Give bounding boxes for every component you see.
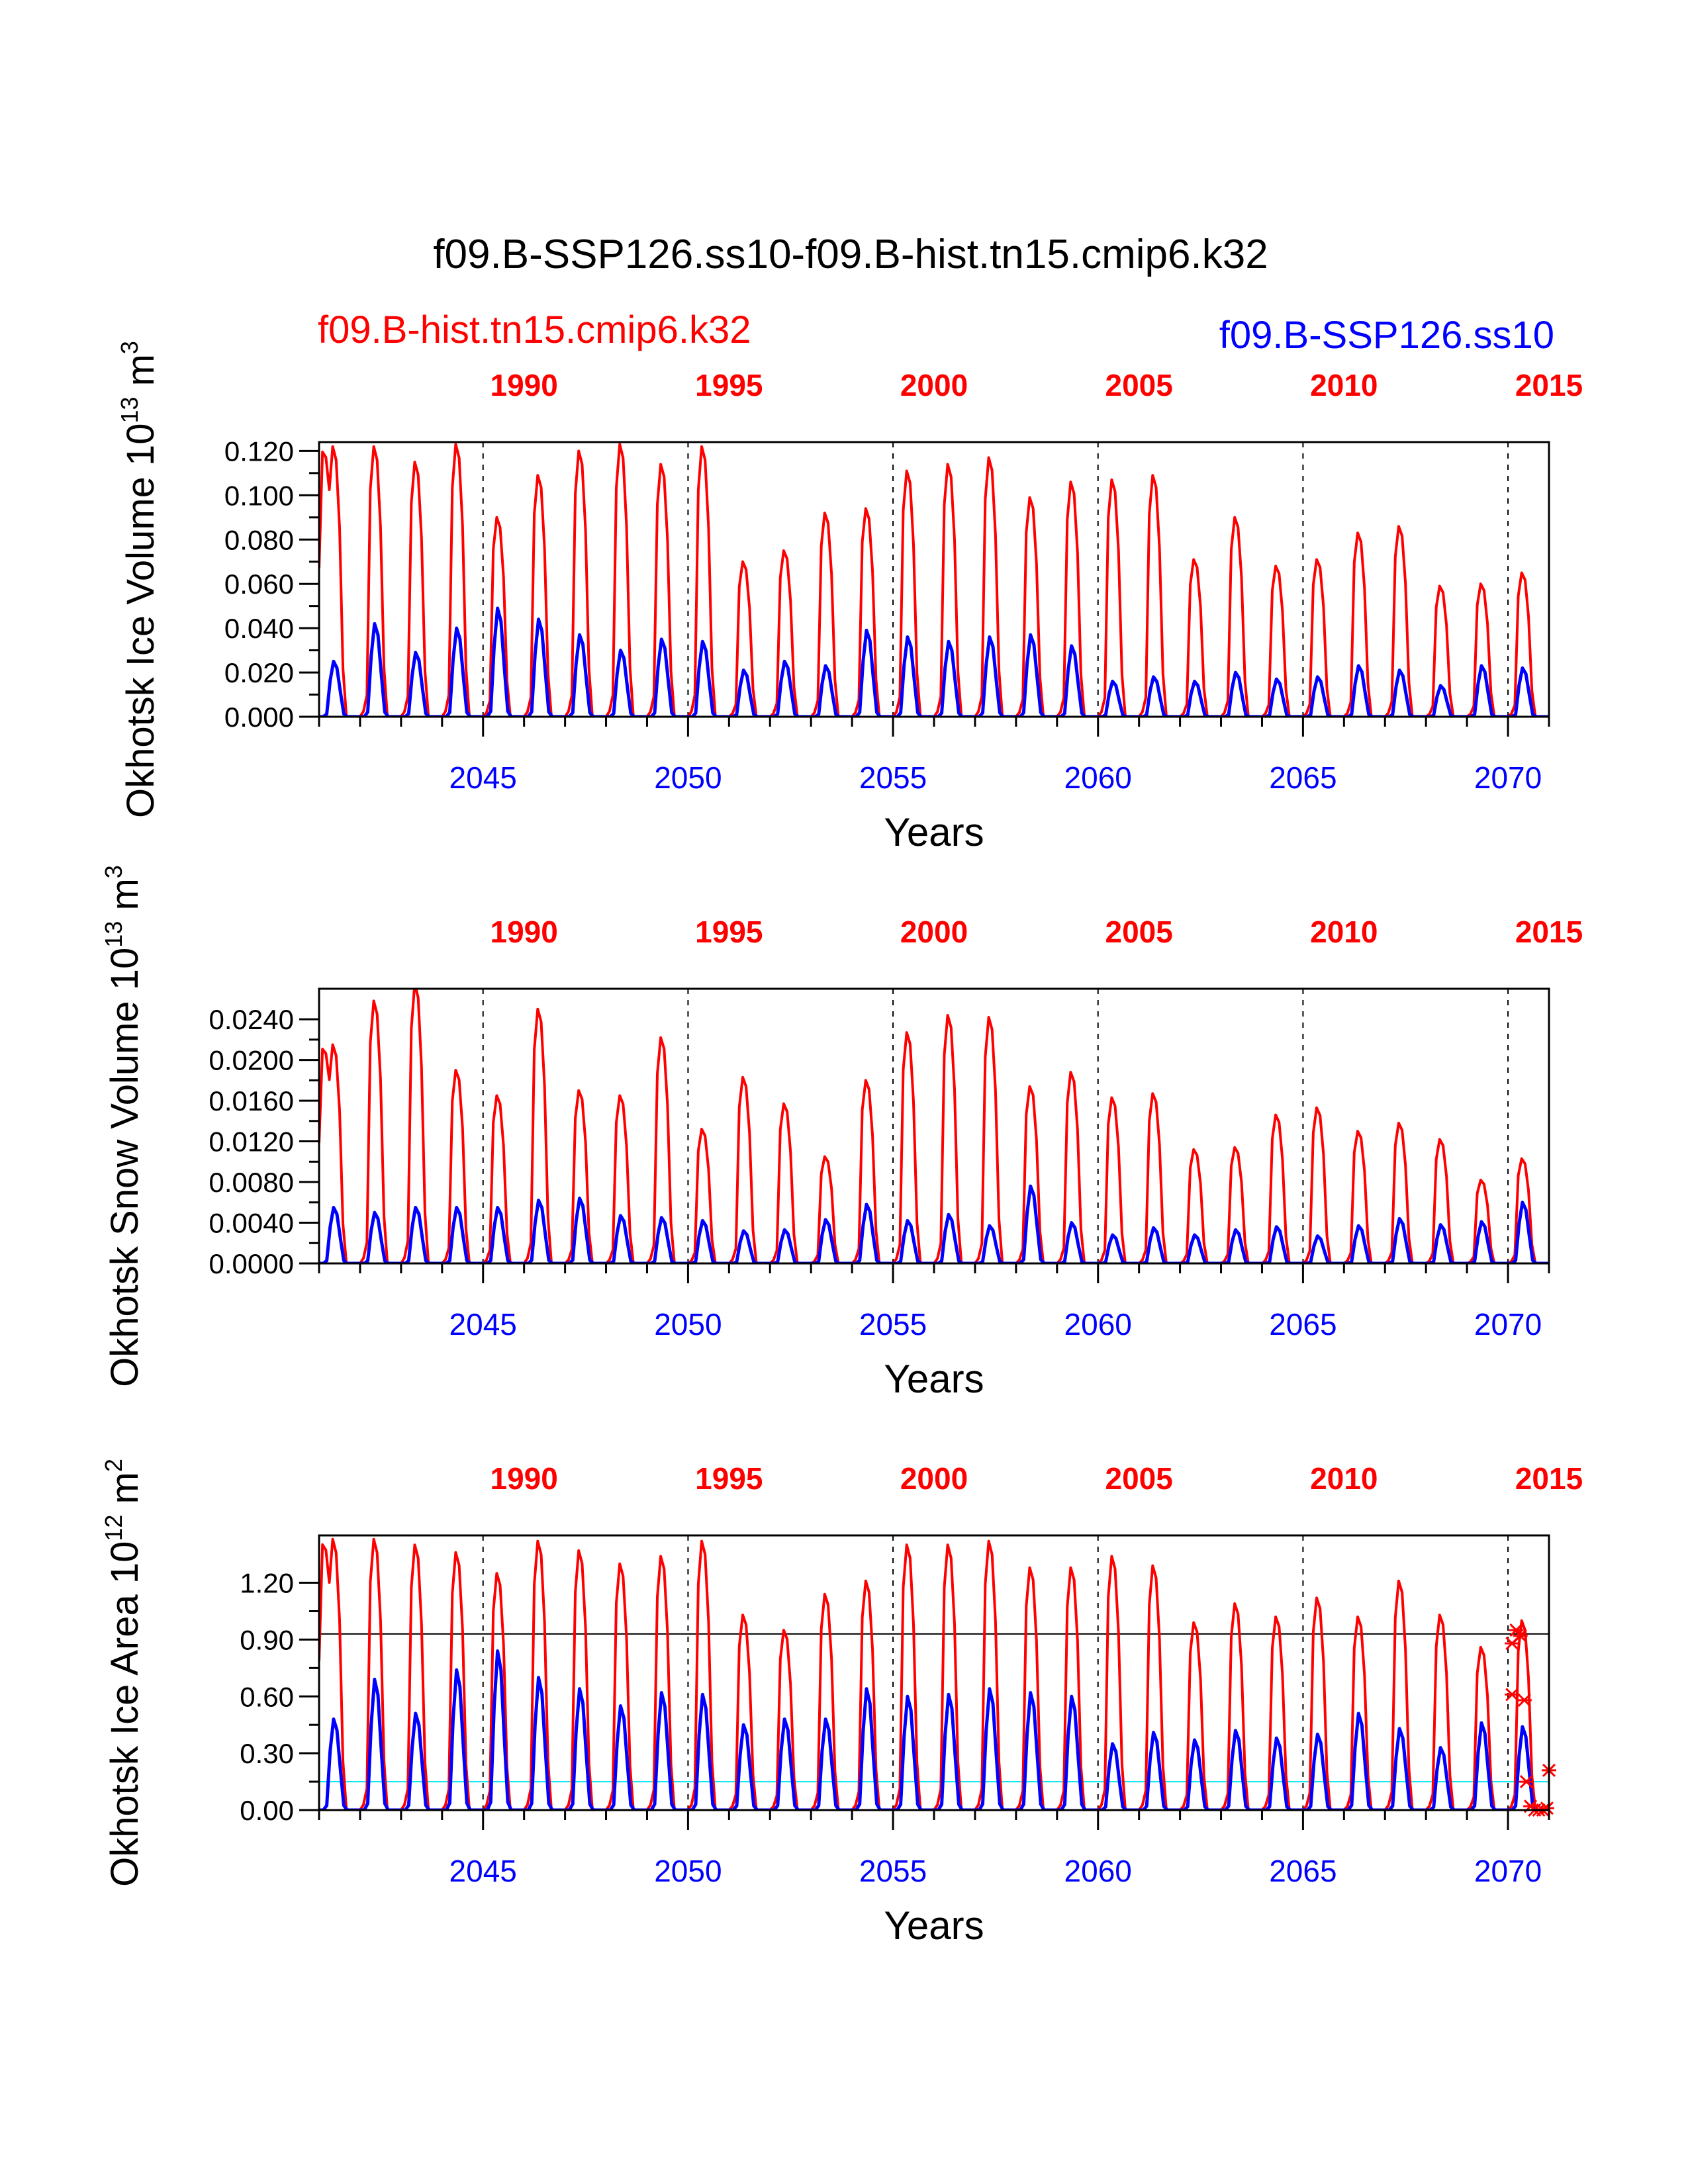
x-tick-label: 2045	[449, 1307, 517, 1342]
y-axis-label: Okhotsk Ice Area 1012 m2	[100, 1459, 146, 1887]
top-axis-label: 2005	[1105, 368, 1172, 402]
y-tick-label: 0.120	[224, 435, 294, 467]
y-tick-label: 0.0120	[209, 1126, 294, 1158]
top-axis-label: 2010	[1310, 1461, 1378, 1496]
x-tick-label: 2050	[654, 1307, 722, 1342]
x-tick-label: 2065	[1269, 1854, 1336, 1888]
top-axis-label: 2010	[1310, 368, 1378, 402]
y-tick-label: 0.0080	[209, 1167, 294, 1198]
y-axis-label: Okhotsk Snow Volume 1013 m3	[100, 865, 146, 1387]
x-tick-label: 2060	[1064, 1854, 1132, 1888]
top-axis-label: 1995	[695, 915, 763, 949]
marker-point	[1505, 1688, 1520, 1702]
x-tick-label: 2065	[1269, 760, 1336, 795]
top-axis-label: 1990	[490, 1461, 557, 1496]
y-tick-label: 0.020	[224, 657, 294, 688]
y-tick-label: 0.080	[224, 524, 294, 555]
x-tick-label: 2055	[859, 1307, 927, 1342]
x-axis-label: Years	[884, 1357, 984, 1401]
legend-hist-label: f09.B-hist.tn15.cmip6.k32	[318, 308, 751, 351]
x-tick-label: 2065	[1269, 1307, 1336, 1342]
x-tick-label: 2070	[1474, 1854, 1542, 1888]
marker-point	[1513, 1629, 1528, 1643]
y-tick-label: 0.100	[224, 480, 294, 511]
y-tick-label: 0.00	[240, 1795, 294, 1826]
y-tick-label: 0.0240	[209, 1004, 294, 1035]
y-tick-label: 0.0160	[209, 1085, 294, 1116]
x-tick-label: 2045	[449, 1854, 517, 1888]
y-tick-label: 0.60	[240, 1681, 294, 1712]
x-tick-label: 2060	[1064, 1307, 1132, 1342]
top-axis-label: 2010	[1310, 915, 1378, 949]
y-tick-label: 1.20	[240, 1568, 294, 1599]
x-tick-label: 2055	[859, 760, 927, 795]
y-tick-label: 0.0200	[209, 1045, 294, 1076]
x-tick-label: 2070	[1474, 760, 1542, 795]
x-tick-label: 2055	[859, 1854, 927, 1888]
top-axis-label: 2015	[1515, 915, 1583, 949]
top-axis-label: 2000	[900, 915, 968, 949]
y-tick-label: 0.060	[224, 569, 294, 600]
panel-3: 0.00 0.30 0.60 0.90 1.20 2045 2050 2055 2060 2065…	[100, 1459, 1583, 1948]
x-axis-label: Years	[884, 1903, 984, 1948]
top-axis-label: 1990	[490, 915, 557, 949]
x-axis-label: Years	[884, 810, 984, 854]
top-axis-label: 1990	[490, 368, 557, 402]
y-tick-label: 0.30	[240, 1738, 294, 1769]
top-axis-label: 2015	[1515, 368, 1583, 402]
top-axis-label: 1995	[695, 368, 763, 402]
panel-1: 0.000 0.020 0.040 0.060 0.080 0.100 0.120 2045 2…	[116, 341, 1583, 854]
y-tick-label: 0.90	[240, 1624, 294, 1655]
panels: 0.000 0.020 0.040 0.060 0.080 0.100 0.120 2045 2…	[100, 341, 1583, 1948]
x-tick-label: 2060	[1064, 760, 1132, 795]
panel-2: 0.0000 0.0040 0.0080 0.0120 0.0160 0.0200 0.02…	[100, 865, 1583, 1401]
x-tick-label: 2045	[449, 760, 517, 795]
y-axis-label: Okhotsk Ice Volume 1013 m3	[116, 341, 162, 818]
y-tick-label: 0.000	[224, 702, 294, 733]
top-axis-label: 2005	[1105, 915, 1172, 949]
figure-title: f09.B-SSP126.ss10-f09.B-hist.tn15.cmip6.…	[433, 232, 1268, 277]
x-tick-label: 2050	[654, 1854, 722, 1888]
marker-point	[1509, 1623, 1524, 1637]
y-tick-label: 0.040	[224, 613, 294, 644]
top-axis-label: 1995	[695, 1461, 763, 1496]
x-tick-label: 2050	[654, 760, 722, 795]
top-axis-label: 2000	[900, 368, 968, 402]
top-axis-label: 2015	[1515, 1461, 1583, 1496]
top-axis-label: 2005	[1105, 1461, 1172, 1496]
x-tick-label: 2070	[1474, 1307, 1542, 1342]
y-tick-label: 0.0000	[209, 1248, 294, 1279]
marker-point	[1517, 1693, 1532, 1707]
y-tick-label: 0.0040	[209, 1208, 294, 1239]
marker-point	[1519, 1775, 1534, 1789]
marker-point	[1539, 1801, 1554, 1815]
top-axis-label: 2000	[900, 1461, 968, 1496]
legend-ssp-label: f09.B-SSP126.ss10	[1219, 314, 1554, 357]
